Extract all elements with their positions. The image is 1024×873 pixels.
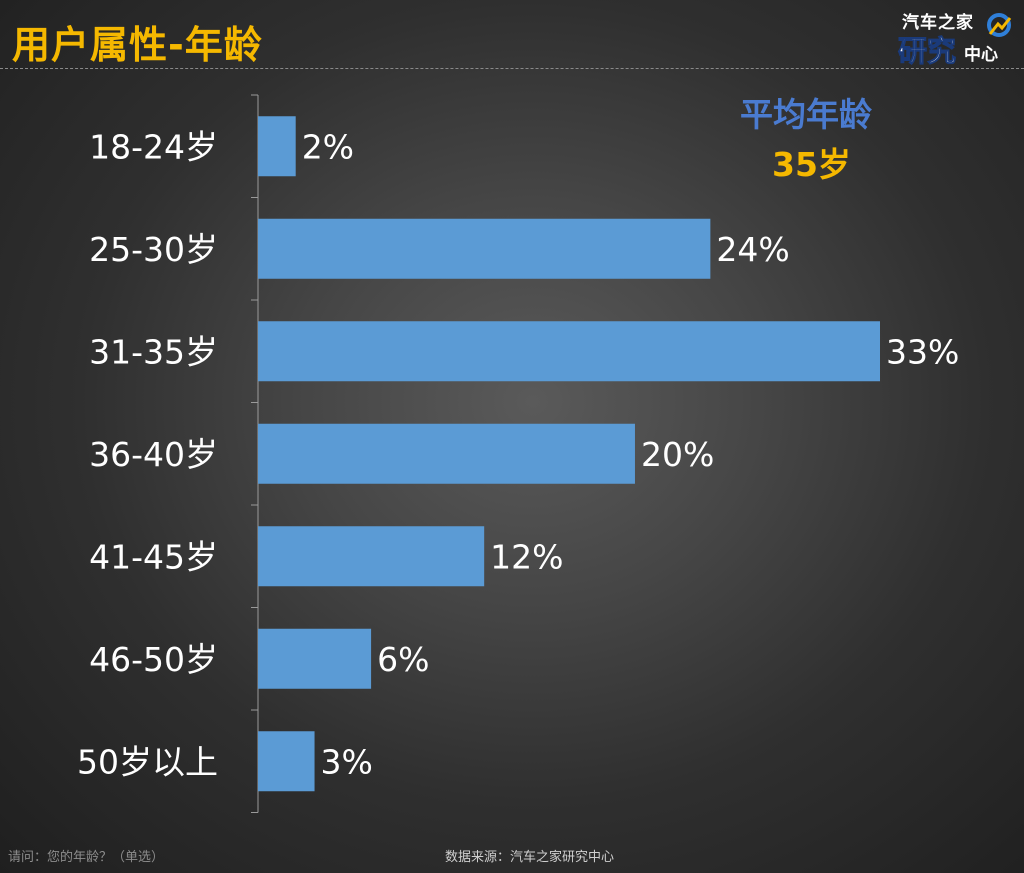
brand-logo: 汽车之家 研究 中心 xyxy=(897,6,1020,69)
bar xyxy=(258,218,711,279)
data-label: 3% xyxy=(321,742,373,781)
bar xyxy=(258,628,372,689)
search-arrow-icon xyxy=(987,13,1012,37)
category-label: 36-40岁 xyxy=(89,435,218,474)
category-label: 41-45岁 xyxy=(89,537,218,576)
category-label: 18-24岁 xyxy=(89,127,218,166)
category-label: 31-35岁 xyxy=(89,332,218,371)
data-label: 20% xyxy=(641,435,714,474)
bar xyxy=(258,321,880,382)
data-label: 2% xyxy=(302,127,354,166)
logo-main-text: 研究 xyxy=(897,34,957,69)
data-label: 12% xyxy=(490,537,563,576)
logo-sub-text: 中心 xyxy=(964,45,998,65)
bar xyxy=(258,423,635,484)
category-label: 50岁以上 xyxy=(77,742,218,781)
logo-top-text: 汽车之家 xyxy=(902,13,974,33)
data-source: 数据来源：汽车之家研究中心 xyxy=(445,850,615,865)
data-label: 24% xyxy=(716,230,789,269)
bar xyxy=(258,526,485,587)
average-age-value: 35岁 xyxy=(772,145,851,184)
bar xyxy=(258,731,315,792)
data-label: 33% xyxy=(886,332,959,371)
bar xyxy=(258,116,296,177)
page-title: 用户属性-年龄 xyxy=(12,23,263,67)
survey-question: 请问：您的年龄？（单选） xyxy=(8,850,165,865)
title-divider xyxy=(0,68,1024,69)
average-age-label: 平均年龄 xyxy=(740,95,872,134)
category-label: 25-30岁 xyxy=(89,230,218,269)
data-label: 6% xyxy=(377,640,429,679)
category-label: 46-50岁 xyxy=(89,640,218,679)
